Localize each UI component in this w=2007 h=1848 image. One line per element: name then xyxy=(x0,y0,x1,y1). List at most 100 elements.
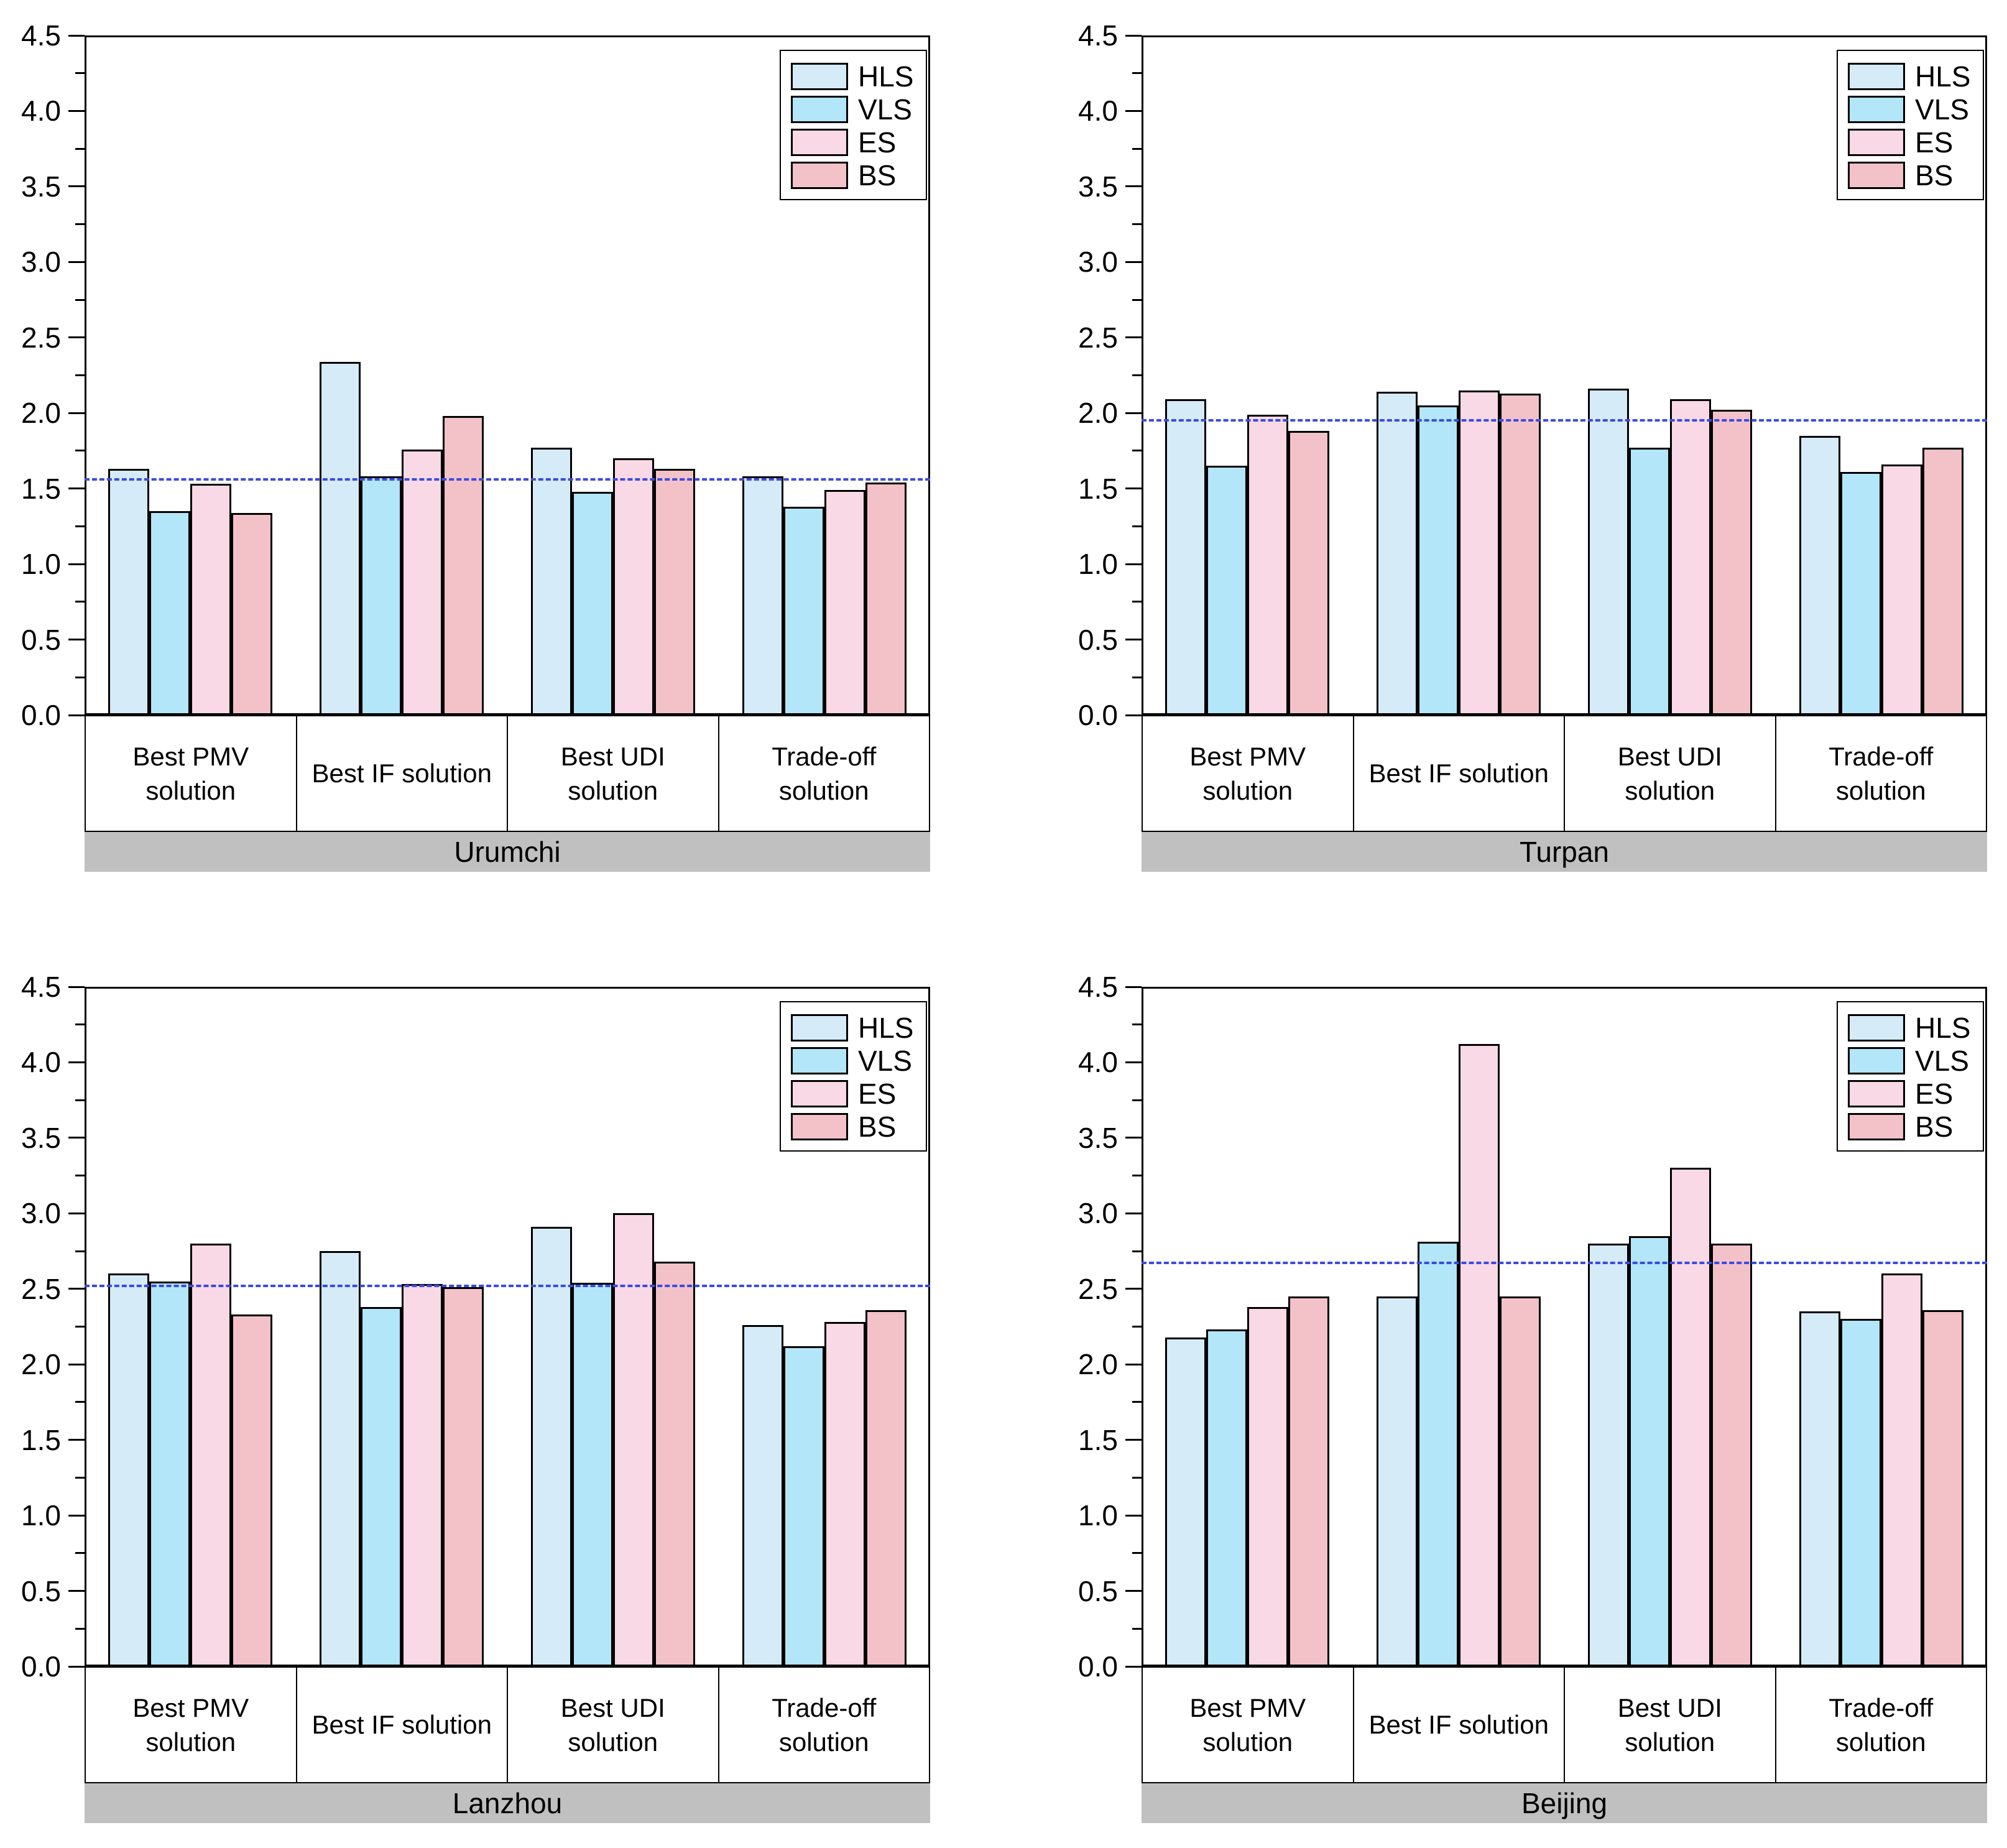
bar-es-3 xyxy=(1670,399,1711,715)
y-axis-major-tick xyxy=(68,412,85,414)
legend-label: BS xyxy=(1915,1110,1954,1143)
y-axis-minor-tick xyxy=(75,1175,85,1177)
y-axis-tick-label: 3.0 xyxy=(1078,246,1118,279)
y-axis-tick-label: 0.0 xyxy=(21,1650,61,1683)
y-axis-tick-label: 1.5 xyxy=(1078,1423,1118,1456)
bar-hls-3 xyxy=(1588,1243,1629,1666)
y-axis-minor-tick xyxy=(75,1326,85,1328)
y-axis-minor-tick xyxy=(75,72,85,75)
y-axis-major-tick xyxy=(1125,1363,1142,1365)
y-axis-tick-label: 4.0 xyxy=(1078,1046,1118,1079)
y-axis-minor-tick xyxy=(1132,1552,1142,1555)
bar-hls-3 xyxy=(1588,389,1629,715)
bar-hls-1 xyxy=(1165,1337,1206,1666)
y-axis-tick-label: 4.0 xyxy=(1078,95,1118,127)
bar-hls-2 xyxy=(1377,1296,1418,1666)
legend-entry-vls: VLS xyxy=(791,1044,913,1077)
legend-swatch-hls xyxy=(1848,1014,1905,1042)
y-axis-minor-tick xyxy=(75,450,85,452)
legend-entry-bs: BS xyxy=(1848,1110,1970,1143)
y-axis-minor-tick xyxy=(75,1023,85,1026)
y-axis-minor-tick xyxy=(75,1099,85,1101)
y-axis-major-tick xyxy=(1125,261,1142,263)
legend-swatch-vls xyxy=(791,1046,848,1074)
y-axis-minor-tick xyxy=(75,374,85,376)
y-axis-major-tick xyxy=(1125,109,1142,112)
bar-bs-2 xyxy=(443,1287,484,1666)
bar-es-1 xyxy=(190,1243,231,1666)
y-axis-minor-tick xyxy=(1132,223,1142,226)
y-axis-major-tick xyxy=(68,185,85,188)
y-axis-minor-tick xyxy=(1132,1401,1142,1403)
y-axis-major-tick xyxy=(1125,487,1142,490)
y-axis-minor-tick xyxy=(1132,72,1142,75)
category-label: Best PMV solution xyxy=(1143,1668,1354,1782)
bar-vls-3 xyxy=(572,1283,613,1666)
category-label: Trade-off solution xyxy=(772,741,877,805)
bar-vls-2 xyxy=(361,476,402,715)
y-axis-tick-label: 0.5 xyxy=(21,1574,61,1607)
legend-entry-bs: BS xyxy=(791,1110,913,1143)
y-axis-major-tick xyxy=(1125,336,1142,339)
bar-es-1 xyxy=(1247,414,1288,715)
y-axis-major-tick xyxy=(68,1137,85,1139)
y-axis-minor-tick xyxy=(75,676,85,678)
category-label: Best IF solution xyxy=(297,1668,508,1782)
chart-panel-beijing: 0.0 0.5 1.0 1.5 2.0 2.5 3.0 3.5 4.0 4.5 Best PMV s… xyxy=(1057,951,1987,1823)
legend-entry-bs: BS xyxy=(1848,159,1970,192)
y-axis-minor-tick xyxy=(1132,1476,1142,1479)
category-label: Best UDI solution xyxy=(508,1668,719,1782)
y-axis-minor-tick xyxy=(1132,676,1142,678)
y-axis-tick-label: 1.0 xyxy=(1078,548,1118,581)
bar-bs-3 xyxy=(654,1262,695,1666)
bar-bs-3 xyxy=(1711,1243,1752,1666)
category-axis-row: Best PMV solution Best IF solution Best UD… xyxy=(85,715,930,832)
y-axis-tick-label: 2.0 xyxy=(21,1348,61,1381)
bar-es-4 xyxy=(824,1322,865,1666)
y-axis-major-tick xyxy=(68,986,85,988)
category-label: Best UDI solution xyxy=(1565,716,1776,831)
bar-vls-4 xyxy=(1840,1319,1881,1666)
y-axis-tick-label: 4.5 xyxy=(21,971,61,1003)
y-axis-major-tick xyxy=(68,487,85,490)
legend-label: VLS xyxy=(1915,93,1969,126)
y-axis-major-tick xyxy=(1125,986,1142,988)
y-axis-minor-tick xyxy=(1132,298,1142,301)
bar-hls-2 xyxy=(320,361,361,715)
y-axis-tick-label: 3.5 xyxy=(21,170,61,203)
category-label: Best UDI solution xyxy=(1565,1668,1776,1782)
y-axis-major-tick xyxy=(68,34,85,37)
legend-swatch-bs xyxy=(1848,1112,1905,1140)
legend-label: HLS xyxy=(1915,60,1971,93)
bar-hls-4 xyxy=(742,476,783,715)
bar-es-3 xyxy=(1670,1168,1711,1666)
y-axis-minor-tick xyxy=(75,1250,85,1252)
legend-label: ES xyxy=(1915,1077,1954,1110)
bar-bs-2 xyxy=(443,416,484,715)
y-axis-major-tick xyxy=(68,261,85,263)
y-axis-major-tick xyxy=(68,1439,85,1441)
bar-bs-4 xyxy=(865,482,907,715)
y-axis-tick-label: 3.5 xyxy=(1078,170,1118,203)
y-axis-tick-label: 3.0 xyxy=(21,1197,61,1230)
y-axis-tick-label: 2.5 xyxy=(1078,321,1118,354)
city-band-label: Beijing xyxy=(1142,1783,1987,1823)
y-axis-tick-label: 3.5 xyxy=(21,1121,61,1154)
y-axis-major-tick xyxy=(1125,1061,1142,1063)
y-axis-major-tick xyxy=(1125,1439,1142,1441)
legend-label: ES xyxy=(858,126,897,159)
legend-label: ES xyxy=(858,1077,897,1110)
y-axis-major-tick xyxy=(68,109,85,112)
legend-label: HLS xyxy=(858,1011,914,1044)
bar-vls-1 xyxy=(149,511,190,715)
bar-vls-2 xyxy=(361,1306,402,1666)
bar-es-2 xyxy=(402,1284,443,1666)
y-axis-tick-label: 3.5 xyxy=(1078,1121,1118,1154)
y-axis-tick-label: 1.5 xyxy=(21,1423,61,1456)
category-label: Best IF solution xyxy=(297,716,508,831)
bar-es-3 xyxy=(613,458,654,715)
legend-swatch-hls xyxy=(791,62,848,90)
y-axis-major-tick xyxy=(1125,1137,1142,1139)
y-axis-tick-label: 0.0 xyxy=(1078,1650,1118,1683)
